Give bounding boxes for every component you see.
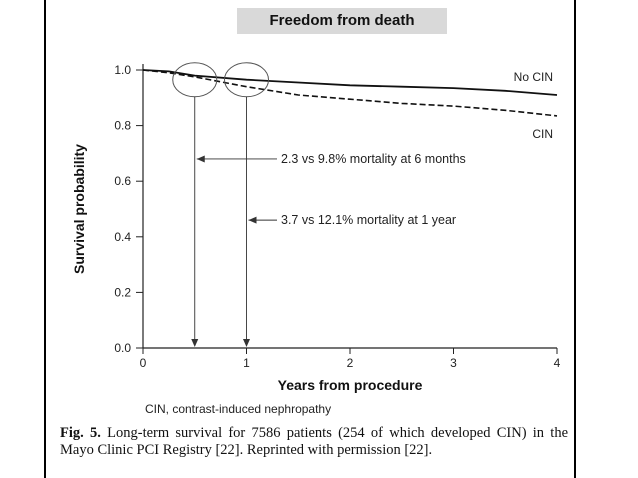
- annotation-text: 2.3 vs 9.8% mortality at 6 months: [281, 152, 466, 166]
- caption-label: Fig. 5.: [60, 425, 101, 441]
- x-tick-label: 4: [554, 356, 561, 370]
- x-axis-label: Years from procedure: [278, 377, 423, 393]
- caption-text: Long-term survival for 7586 patients (25…: [60, 425, 569, 458]
- y-tick-label: 0.6: [114, 174, 131, 188]
- y-tick-label: 0.4: [114, 230, 131, 244]
- chart-title: Freedom from death: [237, 8, 447, 34]
- x-tick-label: 2: [347, 356, 354, 370]
- x-tick-label: 3: [450, 356, 457, 370]
- annotation-pointer-arrowhead: [196, 155, 205, 163]
- figure-caption: Fig. 5. Long-term survival for 7586 pati…: [60, 425, 568, 459]
- x-tick-label: 0: [140, 356, 147, 370]
- annotation-pointer-arrowhead: [248, 216, 257, 224]
- annotation-text: 3.7 vs 12.1% mortality at 1 year: [281, 213, 456, 227]
- y-tick-label: 0.2: [114, 285, 131, 299]
- series-label-no-cin: No CIN: [514, 70, 553, 84]
- figure-frame: [44, 0, 576, 478]
- series-label-cin: CIN: [532, 127, 553, 141]
- annotation-drop-arrowhead: [191, 339, 199, 347]
- y-tick-label: 0.0: [114, 341, 131, 355]
- y-tick-label: 1.0: [114, 63, 131, 77]
- series-line-cin: [142, 69, 558, 117]
- y-axis-label: Survival probability: [71, 144, 87, 274]
- footnote: CIN, contrast-induced nephropathy: [145, 402, 332, 416]
- y-tick-label: 0.8: [114, 119, 131, 133]
- x-tick-label: 1: [243, 356, 250, 370]
- series-line-no-cin: [142, 69, 558, 96]
- annotation-drop-arrowhead: [243, 339, 250, 347]
